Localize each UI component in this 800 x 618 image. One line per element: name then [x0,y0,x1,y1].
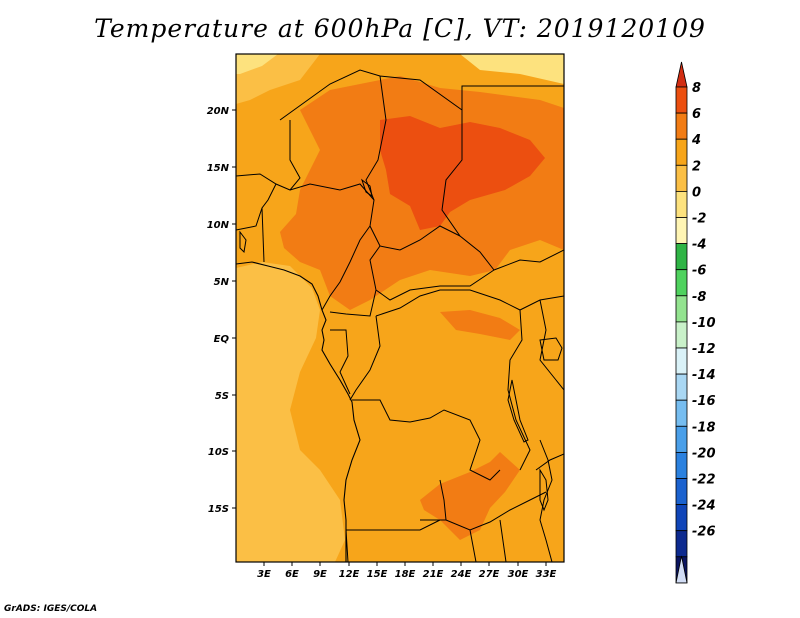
lon-label-21e: 21E [423,569,444,580]
border-sudan-south [493,249,564,271]
border-angola-namibia [346,519,441,531]
border-chad-car [379,225,461,251]
country-borders [236,69,564,562]
colorbar-box [675,295,688,323]
border-congo-drc [349,315,381,401]
border-cameroon-congo [329,289,377,317]
border-malawi [539,439,553,562]
lat-label-eq: EQ [214,334,230,345]
border-libya-chad [461,85,564,110]
border-chad-sudan [441,110,495,271]
colorbar-label: -2 [692,212,706,227]
lat-axis: 20N 15N 10N 5N EQ 5S 10S 15S [207,106,236,515]
border-drc-east [507,309,531,471]
lat-label-20n: 20N [207,106,230,117]
lon-label-24e: 24E [451,569,472,580]
lon-axis: 3E 6E 9E 12E 15E 18E 21E 24E 27E 30E 33E [257,562,557,580]
coastline [236,261,361,562]
lat-label-10s: 10S [208,447,229,458]
colorbar-box [675,425,688,453]
colorbar-label: -14 [692,368,716,383]
colorbar: 8 6 4 2 0 -2 -4 -6 -8 -10 -12 -14 -16 -18 -20 -22 -24 -26 [675,61,716,584]
border-tanzania-mozambique [535,453,564,471]
lon-label-33e: 33E [536,569,557,580]
colorbar-label: -10 [692,316,716,331]
colorbar-box [675,321,688,349]
lat-label-15n: 15N [207,163,230,174]
border-mali-niger [236,120,301,191]
border-niger-algeria [279,69,463,121]
border-car-south [369,245,495,301]
colorbar-box [675,112,688,140]
lon-label-30e: 30E [508,569,529,580]
colorbar-label: -24 [692,499,716,514]
lake-tanganyika [507,379,529,443]
border-uganda-kenya [539,299,564,391]
colorbar-label: 8 [692,81,701,96]
lon-label-6e: 6E [285,569,299,580]
colorbar-label: -12 [692,342,716,357]
field-4-6c-central [440,310,520,340]
field-minus2-0c-nw [236,54,278,74]
lake-victoria [539,337,563,361]
colorbar-box [675,269,688,297]
colorbar-box [675,530,688,558]
colorbar-box [675,451,688,479]
border-gabon-congo [330,329,351,395]
lon-label-9e: 9E [313,569,327,580]
lat-label-10n: 10N [207,220,230,231]
colorbar-box [675,478,688,506]
lake-volta [239,230,247,254]
map-frame [235,53,565,563]
colorbar-label: -4 [692,238,706,253]
colorbar-box [675,86,688,114]
colorbar-label: 6 [692,107,701,122]
border-angola-drc [352,399,501,481]
colorbar-box [675,504,688,532]
lon-label-18e: 18E [395,569,416,580]
colorbar-box [675,138,688,166]
field-6-8c-core [380,116,545,230]
colorbar-box [675,190,688,218]
lake-malawi [539,468,549,512]
colorbar-top-triangle [675,61,688,88]
colorbar-label: -20 [692,446,716,461]
field-minus2-0c-north [460,54,564,84]
colorbar-bottom-triangle [675,555,688,584]
lake-chad [361,178,373,198]
border-zambia-zimbabwe [445,491,547,531]
lon-label-27e: 27E [479,569,500,580]
lon-label-15e: 15E [367,569,388,580]
colorbar-label: 2 [692,159,701,174]
colorbar-box [675,164,688,192]
field-0-2c-west [236,262,345,562]
colorbar-label: -16 [692,394,716,409]
border-drc-north [375,289,521,317]
colorbar-box [675,217,688,245]
colorbar-label: 0 [692,185,701,200]
colorbar-box [675,243,688,271]
credit-text: GrADS: IGES/COLA [4,604,98,614]
field-4-6c-south [420,452,520,540]
lakes [239,178,563,512]
colorbar-label: -18 [692,420,716,435]
colorbar-box [675,347,688,375]
colorbar-box [675,399,688,427]
colorbar-label: -22 [692,473,716,488]
colorbar-label: -6 [692,264,706,279]
lon-label-3e: 3E [257,569,271,580]
colorbar-label: 4 [691,133,701,148]
colorbar-box [675,373,688,401]
colorbar-label: -26 [692,525,716,540]
lat-label-5n: 5N [214,277,230,288]
border-angola-zambia [420,479,447,521]
lat-label-15s: 15S [208,504,229,515]
border-nigeria-cameroon [321,225,371,311]
lat-label-5s: 5S [215,391,229,402]
lon-label-12e: 12E [339,569,360,580]
border-benin-togo [261,207,265,263]
colorbar-label: -8 [692,290,706,305]
chart-title: Temperature at 600hPa [C], VT: 201912010… [94,14,706,43]
